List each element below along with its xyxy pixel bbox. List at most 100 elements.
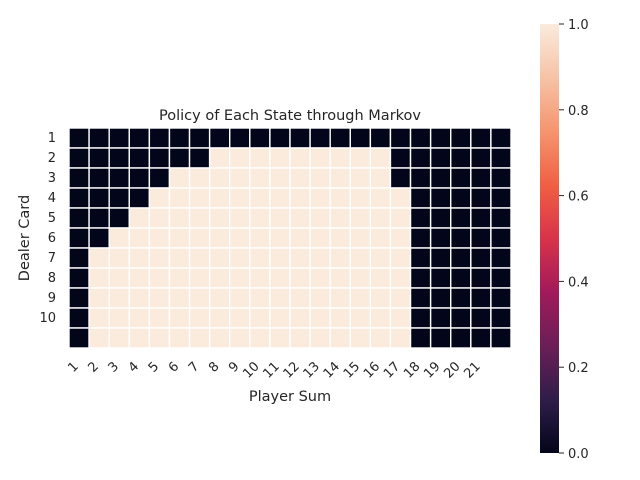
- x-tick-label: 13: [301, 359, 323, 381]
- heatmap-cell: [208, 327, 231, 349]
- heatmap-cell: [148, 207, 171, 229]
- heatmap-cell: [389, 187, 412, 209]
- heatmap-cell: [309, 327, 331, 349]
- heatmap-cell: [88, 287, 110, 309]
- heatmap-cell: [88, 227, 110, 249]
- heatmap-cell: [490, 207, 512, 229]
- heatmap-cell: [369, 327, 392, 349]
- heatmap-cell: [409, 287, 432, 309]
- heatmap-cell: [229, 327, 251, 349]
- heatmap-cell: [289, 127, 311, 149]
- heatmap-cell: [309, 187, 331, 209]
- y-tick-label: 5: [48, 211, 56, 226]
- heatmap-cell: [208, 307, 231, 329]
- heatmap-cell: [429, 307, 452, 329]
- heatmap-cell: [208, 287, 231, 309]
- heatmap-cell: [269, 127, 291, 149]
- heatmap-cell: [249, 227, 271, 249]
- heatmap-cell: [168, 187, 191, 209]
- heatmap-cell: [168, 147, 191, 169]
- heatmap-cell: [269, 327, 291, 349]
- heatmap-cell: [128, 187, 151, 209]
- heatmap-cell: [490, 287, 512, 309]
- heatmap-cell: [88, 127, 110, 149]
- heatmap-cell: [309, 167, 331, 189]
- heatmap-cell: [68, 147, 90, 169]
- heatmap-cell: [188, 327, 211, 349]
- heatmap-cell: [229, 287, 251, 309]
- heatmap-cell: [369, 227, 392, 249]
- heatmap-cell: [429, 127, 452, 149]
- heatmap-cell: [349, 187, 372, 209]
- heatmap-cell: [470, 207, 492, 229]
- heatmap-cell: [389, 287, 412, 309]
- heatmap-cell: [389, 147, 412, 169]
- x-tick-label: 5: [146, 359, 162, 375]
- heatmap-cell: [168, 167, 191, 189]
- heatmap-cell: [68, 167, 90, 189]
- y-tick-label: 2: [48, 151, 56, 166]
- heatmap-cell: [490, 327, 512, 349]
- heatmap-cell: [88, 247, 110, 269]
- heatmap-cell: [490, 127, 512, 149]
- heatmap-cell: [289, 187, 311, 209]
- heatmap-cell: [148, 307, 171, 329]
- heatmap-cell: [229, 207, 251, 229]
- heatmap-cell: [470, 187, 492, 209]
- x-tick-label: 17: [381, 359, 403, 381]
- heatmap-cell: [409, 267, 432, 289]
- heatmap-cell: [68, 267, 90, 289]
- heatmap-cell: [168, 247, 191, 269]
- heatmap-cell: [148, 187, 171, 209]
- chart-title: Policy of Each State through Markov: [159, 108, 421, 124]
- heatmap-cell: [128, 127, 151, 149]
- colorbar: 0.0 0.2 0.4 0.6 0.8 1.0: [540, 18, 589, 462]
- heatmap-cell: [148, 247, 171, 269]
- heatmap-cell: [309, 307, 331, 329]
- heatmap-cell: [490, 227, 512, 249]
- heatmap-cell: [108, 327, 130, 349]
- heatmap-cell: [349, 327, 372, 349]
- heatmap-cell: [269, 147, 291, 169]
- heatmap-cell: [490, 267, 512, 289]
- colorbar-gradient: [540, 24, 559, 453]
- heatmap-cell: [409, 207, 432, 229]
- heatmap-cell: [208, 127, 231, 149]
- heatmap-cell: [349, 127, 372, 149]
- heatmap-cell: [389, 127, 412, 149]
- heatmap-cell: [269, 167, 291, 189]
- x-tick-label: 7: [186, 359, 202, 375]
- x-axis-label: Player Sum: [249, 389, 331, 405]
- heatmap-cell: [409, 167, 432, 189]
- heatmap-cell: [450, 187, 472, 209]
- heatmap-cell: [148, 227, 171, 249]
- heatmap-cell: [369, 207, 392, 229]
- heatmap-cell: [208, 227, 231, 249]
- heatmap-cell: [229, 127, 251, 149]
- heatmap-cell: [369, 247, 392, 269]
- x-tick-label: 8: [206, 359, 222, 375]
- heatmap-cell: [128, 287, 151, 309]
- heatmap-cell: [188, 247, 211, 269]
- y-tick-label: 7: [48, 251, 56, 266]
- heatmap-cell: [269, 287, 291, 309]
- heatmap-cell: [289, 307, 311, 329]
- heatmap-cell: [409, 187, 432, 209]
- heatmap-cell: [88, 187, 110, 209]
- heatmap-cell: [429, 267, 452, 289]
- heatmap-cell: [128, 327, 151, 349]
- heatmap-cell: [249, 247, 271, 269]
- heatmap-cell: [429, 247, 452, 269]
- heatmap-cell: [289, 327, 311, 349]
- heatmap-cell: [269, 267, 291, 289]
- heatmap-cell: [329, 167, 351, 189]
- heatmap-cell: [108, 127, 130, 149]
- heatmap-cell: [349, 307, 372, 329]
- heatmap-cell: [128, 247, 151, 269]
- heatmap-cell: [68, 207, 90, 229]
- heatmap-cell: [249, 207, 271, 229]
- colorbar-tick-label: 0.4: [568, 275, 589, 290]
- heatmap-cell: [188, 147, 211, 169]
- heatmap-cell: [369, 267, 392, 289]
